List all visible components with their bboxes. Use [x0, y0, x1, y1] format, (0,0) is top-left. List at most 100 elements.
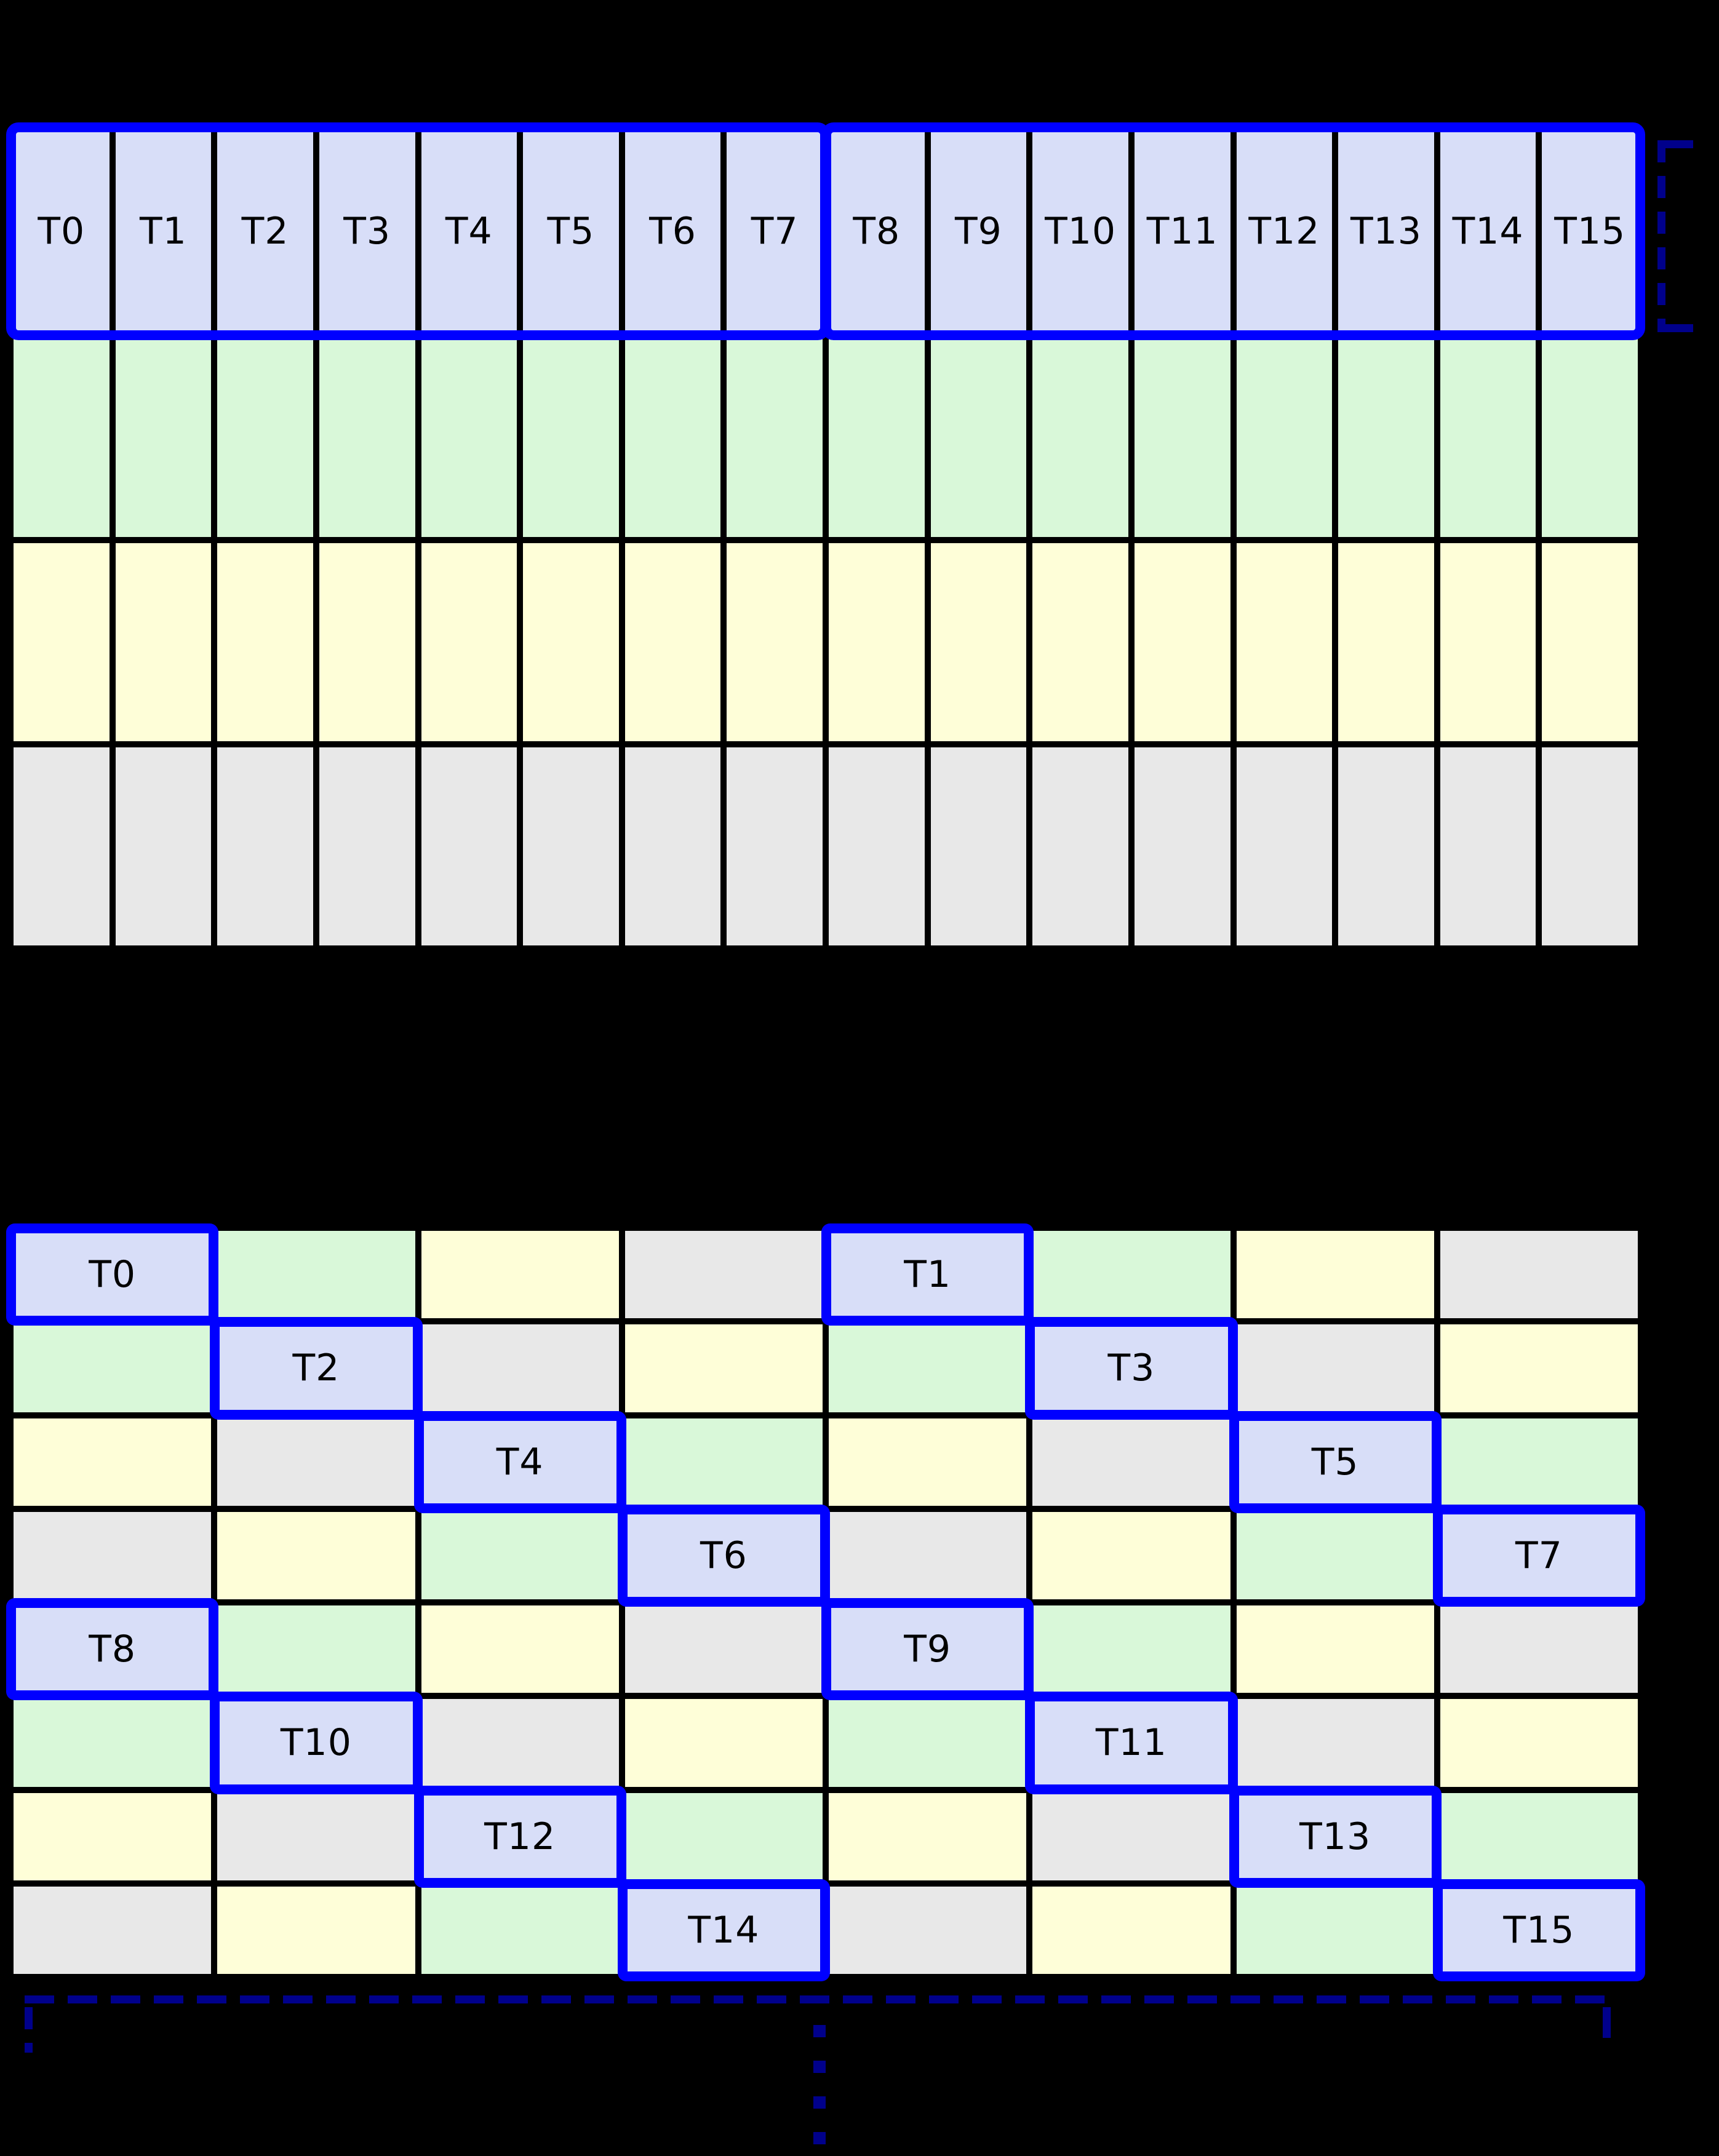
bank-cell	[624, 1699, 823, 1787]
thread-access-cell: T12	[421, 1792, 619, 1880]
bracket-vertical-dash	[1657, 140, 1665, 332]
thread-header-cell: T9	[930, 130, 1027, 333]
bank-cell	[1032, 1511, 1230, 1599]
bank-cell	[421, 1511, 619, 1599]
bank-cell	[1440, 1699, 1638, 1787]
bank-cell	[115, 543, 212, 741]
bank-cell	[1236, 1511, 1434, 1599]
bank-cell	[421, 1886, 619, 1974]
thread-label: T10	[1045, 210, 1117, 253]
thread-label: T0	[38, 210, 86, 253]
thread-label: T9	[904, 1628, 952, 1671]
bank-cell	[1440, 1231, 1638, 1319]
bank-cell	[829, 543, 925, 741]
thread-label: T4	[445, 210, 493, 253]
thread-header-cell: T5	[523, 130, 619, 333]
thread-label: T6	[700, 1533, 748, 1577]
bank-cell	[14, 543, 110, 741]
thread-label: T6	[649, 210, 696, 253]
bank-cell	[1236, 1324, 1434, 1412]
bracket-line	[25, 1995, 1612, 2003]
bank-cell	[1236, 1699, 1434, 1787]
bank-cell	[624, 1324, 823, 1412]
bracket-left-tick	[25, 2007, 33, 2053]
bank-cell	[421, 1231, 619, 1319]
bank-cell	[829, 339, 925, 537]
thread-header-cell: T12	[1236, 130, 1333, 333]
thread-header-cell: T2	[217, 130, 313, 333]
bank-cell	[727, 339, 823, 537]
bank-cell	[727, 543, 823, 741]
bank-cell	[14, 1699, 212, 1787]
thread-access-cell: T14	[624, 1886, 823, 1974]
thread-access-cell: T0	[14, 1231, 212, 1319]
bank-cell	[217, 1886, 415, 1974]
thread-label: T11	[1146, 210, 1218, 253]
bank-cell	[624, 543, 721, 741]
bank-cell	[1338, 747, 1434, 945]
bank-cell	[1440, 1605, 1638, 1693]
thread-header-cell: T7	[727, 130, 823, 333]
thread-access-cell: T10	[217, 1699, 415, 1787]
bank-cell	[1236, 747, 1333, 945]
bank-cell	[1440, 543, 1536, 741]
bank-cell	[14, 1511, 212, 1599]
bank-cell	[1134, 543, 1230, 741]
bank-cell	[319, 339, 415, 537]
thread-access-cell: T6	[624, 1511, 823, 1599]
thread-header-cell: T1	[115, 130, 212, 333]
thread-access-cell: T9	[829, 1605, 1027, 1693]
bank-cell	[1542, 339, 1638, 537]
thread-header-cell: T14	[1440, 130, 1536, 333]
bank-cell	[829, 1511, 1027, 1599]
thread-access-cell: T1	[829, 1231, 1027, 1319]
thread-label: T13	[1350, 210, 1422, 253]
bank-cell	[930, 543, 1027, 741]
thread-access-cell: T2	[217, 1324, 415, 1412]
thread-header-cell: T6	[624, 130, 721, 333]
thread-label: T14	[1452, 210, 1524, 253]
thread-label: T2	[241, 210, 289, 253]
swizzled-access-table: T0 T1 T2 T3 T4 T5 T6 T7 T8 T9 T10 T11 T12 T13 T14 T15	[14, 1231, 1638, 1974]
thread-label: T0	[89, 1253, 137, 1297]
thread-access-cell: T11	[1032, 1699, 1230, 1787]
bracket-bottom-arm	[1664, 324, 1693, 332]
bank-cell	[14, 747, 110, 945]
bank-cell	[14, 1792, 212, 1880]
continuation-dots	[813, 2025, 826, 2147]
bank-cell	[523, 747, 619, 945]
thread-label: T4	[496, 1440, 544, 1484]
thread-header-cell: T11	[1134, 130, 1230, 333]
bank-cell	[14, 1418, 212, 1506]
bank-cell	[1236, 339, 1333, 537]
thread-label: T8	[89, 1628, 137, 1671]
bank-cell	[1032, 543, 1128, 741]
thread-header-cell: T3	[319, 130, 415, 333]
bank-cell	[1440, 747, 1536, 945]
bank-cell	[829, 1418, 1027, 1506]
thread-access-cell: T8	[14, 1605, 212, 1693]
thread-label: T5	[547, 210, 595, 253]
bank-cell	[319, 747, 415, 945]
bank-cell	[1032, 1231, 1230, 1319]
bank-cell	[217, 543, 313, 741]
bank-cell	[1236, 1231, 1434, 1319]
bank-cell	[1236, 543, 1333, 741]
bank-cell	[14, 1324, 212, 1412]
bank-cell	[930, 747, 1027, 945]
bank-cell	[421, 1324, 619, 1412]
thread-access-cell: T3	[1032, 1324, 1230, 1412]
bank-cell	[14, 339, 110, 537]
thread-label: T12	[484, 1815, 556, 1858]
bank-cell	[727, 747, 823, 945]
bank-cell	[217, 747, 313, 945]
bank-cell	[421, 1605, 619, 1693]
bank-cell	[829, 1792, 1027, 1880]
bank-cell	[1236, 1886, 1434, 1974]
bracket-top-arm	[1664, 140, 1693, 148]
bank-cell	[1440, 1418, 1638, 1506]
bank-cell	[1440, 1792, 1638, 1880]
thread-header-cell: T15	[1542, 130, 1638, 333]
bank-cell	[624, 1418, 823, 1506]
thread-access-cell: T7	[1440, 1511, 1638, 1599]
